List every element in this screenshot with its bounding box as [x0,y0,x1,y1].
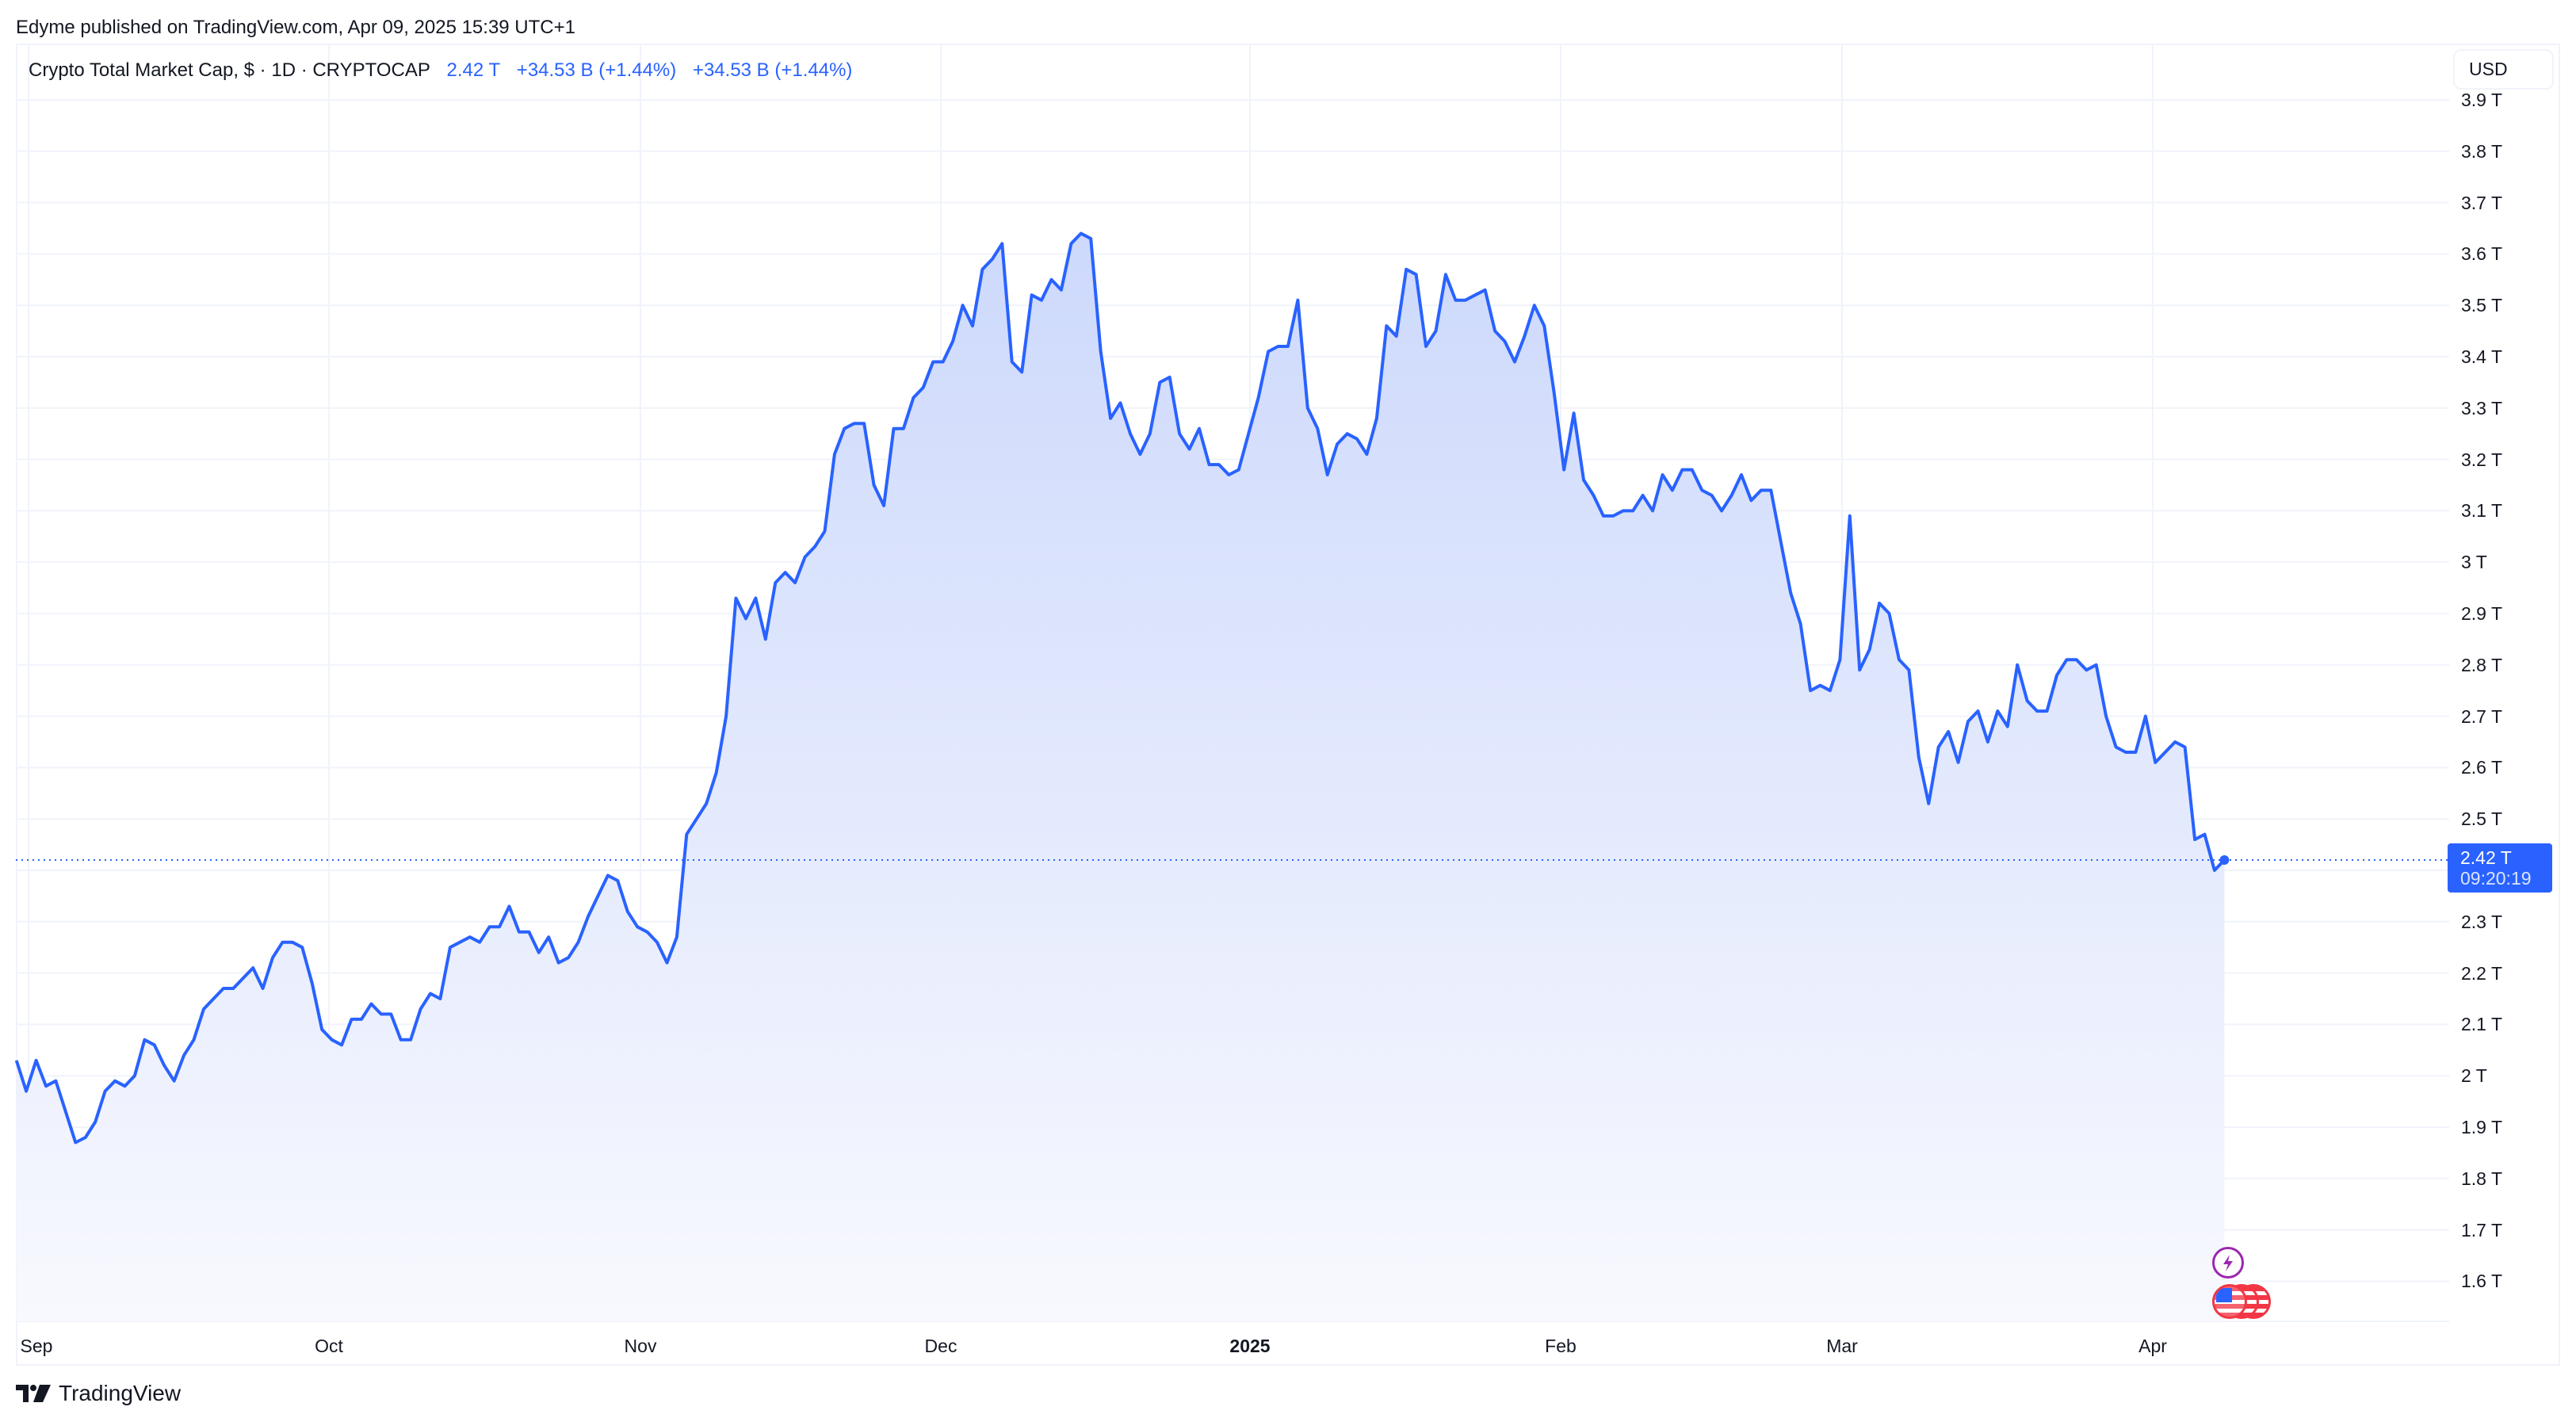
price-axis-label: 1.8 T [2461,1168,2502,1189]
price-axis-label: 3.1 T [2461,500,2502,522]
price-axis-label: 2.2 T [2461,962,2502,984]
price-axis-label: 3.8 T [2461,140,2502,162]
time-axis-label: Feb [1545,1336,1577,1356]
price-axis-label: 1.6 T [2461,1271,2502,1292]
time-axis-label: 2025 [1229,1336,1271,1356]
price-axis-label: 3.6 T [2461,243,2502,265]
change-value-2: +34.53 B (+1.44%) [692,59,853,81]
time-axis-label: Oct [315,1336,343,1356]
symbol-title[interactable]: Crypto Total Market Cap, $ · 1D · CRYPTO… [29,59,430,81]
price-axis-label: 2.9 T [2461,603,2502,624]
price-axis-label: 1.9 T [2461,1117,2502,1137]
market-cap-area-fill [16,233,2225,1321]
price-axis-label: 3.2 T [2461,449,2502,470]
chart-frame [16,44,2560,1366]
brand-name: TradingView [59,1381,182,1405]
us-flag-icon [2212,1284,2247,1319]
price-axis-label: 2.5 T [2461,808,2502,830]
market-cap-line [14,231,2226,1145]
last-value: 2.42 T [446,59,501,81]
price-axis-label: 2.7 T [2461,705,2502,727]
price-axis-label: 3.3 T [2461,397,2502,419]
lightning-event-icon[interactable] [2212,1247,2244,1279]
economic-events-icon[interactable] [2212,1284,2271,1321]
time-axis-label: Apr [2138,1336,2167,1356]
last-price-dot [2219,855,2230,866]
price-axis-label: 2.1 T [2461,1014,2502,1035]
price-axis-label: 3 T [2461,552,2487,573]
tradingview-branding[interactable]: TradingView [16,1380,181,1407]
chart-legend: Crypto Total Market Cap, $ · 1D · CRYPTO… [29,57,863,84]
last-price-value: 2.42 T [2460,847,2512,868]
change-value: +34.53 B (+1.44%) [516,59,677,81]
price-axis-label: 3.7 T [2461,192,2502,213]
price-axis-label: 1.7 T [2461,1219,2502,1240]
last-price-label: 2.42 T 09:20:19 [2448,843,2552,893]
price-axis-label: 2.6 T [2461,757,2502,778]
time-axis-label: Mar [1826,1336,1858,1356]
price-axis-label: 2 T [2461,1065,2487,1087]
price-axis-label: 3.5 T [2461,295,2502,316]
price-axis-label: 3.9 T [2461,90,2502,110]
time-axis-label: Nov [624,1336,657,1356]
price-axis-label: 3.4 T [2461,346,2502,367]
price-axis-label: 2.3 T [2461,911,2502,932]
published-caption: Edyme published on TradingView.com, Apr … [16,17,575,38]
currency-button[interactable]: USD [2453,49,2554,90]
time-axis-label: Sep [20,1336,53,1356]
time-axis-label: Dec [924,1336,957,1356]
price-axis-label: 2.8 T [2461,654,2502,675]
tradingview-logo-icon [16,1385,51,1402]
bar-countdown: 09:20:19 [2460,868,2532,889]
